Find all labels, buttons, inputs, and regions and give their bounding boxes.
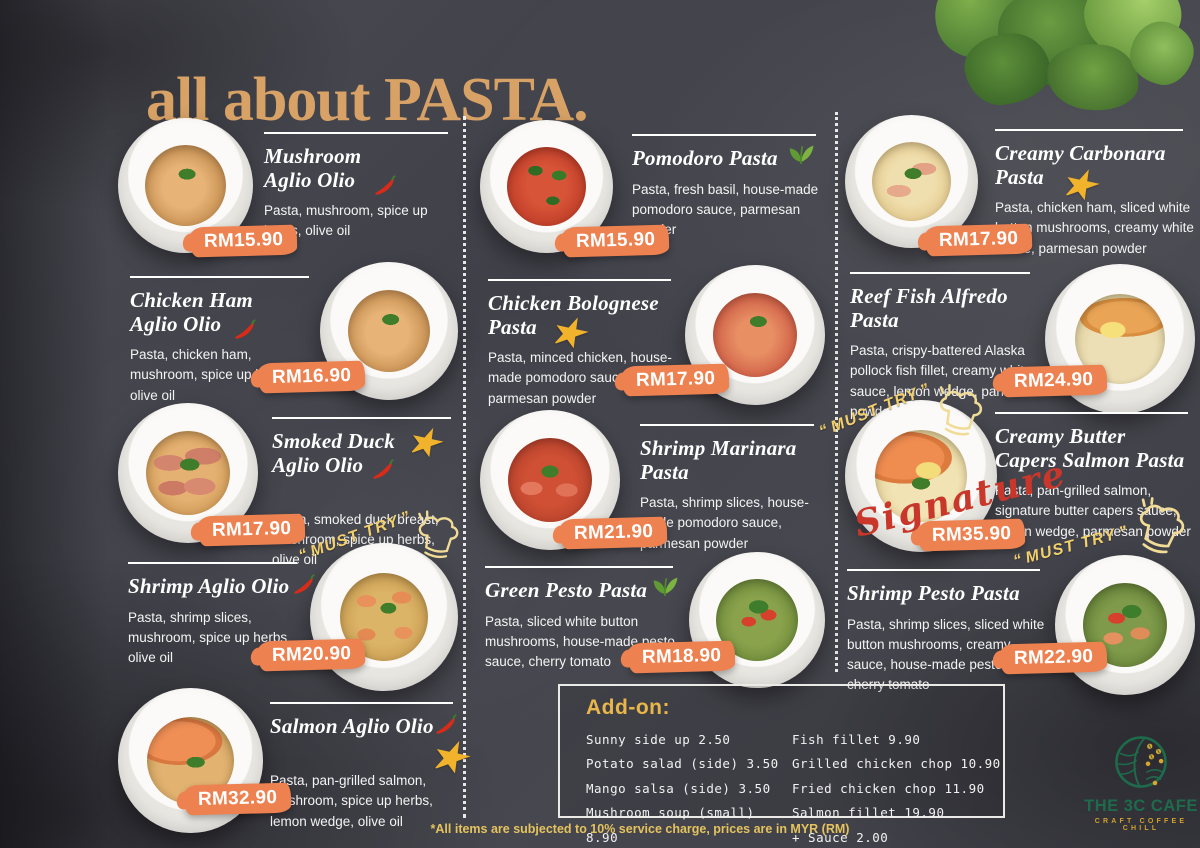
title-rule <box>130 276 309 278</box>
dish-description: Pasta, sliced white button mushrooms, ho… <box>485 613 675 670</box>
dish-photo <box>689 552 825 688</box>
title-rule <box>995 412 1188 414</box>
dish-name: Smoked Duck Aglio Olio ★ <box>272 419 462 501</box>
menu-item-chicken-bolognese-pasta: Chicken Bolognese Pasta ★ Pasta, minced … <box>480 265 825 415</box>
dish-name: Chicken Bolognese Pasta ★ <box>488 291 659 358</box>
menu-item-pomodoro-pasta: Pomodoro Pasta Pasta, fresh basil, house… <box>480 120 825 270</box>
column-divider-right <box>835 112 838 672</box>
cafe-logo-icon <box>1115 736 1167 788</box>
menu-item-creamy-carbonara-pasta: Creamy Carbonara Pasta ★ Pasta, chicken … <box>845 115 1195 265</box>
price-badge: RM17.90 <box>197 513 306 547</box>
addon-list-left: Sunny side up 2.50 Potato salad (side) 3… <box>586 728 792 848</box>
dish-name: Creamy Carbonara Pasta ★ <box>995 141 1166 210</box>
dish-name: Chicken Ham Aglio Olio <box>130 288 320 336</box>
title-rule <box>640 424 814 426</box>
addon-item: Mushroom soup (small) 8.90 <box>586 805 755 845</box>
column-divider-left <box>463 116 466 818</box>
title-rule <box>632 134 817 136</box>
menu-item-mushroom-aglio-olio: Mushroom Aglio Olio Pasta, mushroom, spi… <box>118 118 458 268</box>
price-badge: RM21.90 <box>559 516 668 550</box>
title-rule <box>264 132 449 134</box>
menu-item-green-pesto-pasta: Green Pesto Pasta Pasta, sliced white bu… <box>480 552 825 702</box>
addon-item: Fried chicken chop 11.90 <box>792 780 985 796</box>
dish-name: Creamy Butter Capers Salmon Pasta <box>995 424 1185 472</box>
dish-name: Green Pesto Pasta <box>485 579 685 603</box>
addon-list-right: Fish fillet 9.90 Grilled chicken chop 10… <box>792 728 1001 848</box>
dish-photo <box>480 410 620 550</box>
price-badge: RM17.90 <box>621 363 730 397</box>
dish-name: Mushroom Aglio Olio <box>264 144 460 192</box>
dish-name: Reef Fish Alfredo Pasta <box>850 284 1008 332</box>
addon-item: Grilled chicken chop 10.90 <box>792 756 1001 772</box>
title-rule <box>488 279 672 281</box>
title-rule <box>485 566 673 568</box>
chef-hat-icon <box>922 378 996 452</box>
dish-description: Pasta, chicken ham, sliced white button … <box>995 200 1194 256</box>
leaf-icon <box>786 137 816 167</box>
menu-item-shrimp-pesto-pasta: Shrimp Pesto Pasta Pasta, shrimp slices,… <box>845 555 1195 705</box>
price-badge: RM32.90 <box>183 782 292 816</box>
price-badge: RM22.90 <box>999 641 1108 675</box>
kale-garnish-photo <box>926 0 1200 122</box>
title-rule <box>270 702 454 704</box>
price-badge: RM18.90 <box>627 640 736 674</box>
price-badge: RM16.90 <box>257 360 366 394</box>
addon-item: Sunny side up 2.50 <box>586 732 731 747</box>
menu-item-shrimp-marinara-pasta: Shrimp Marinara Pasta Pasta, shrimp slic… <box>480 410 825 560</box>
dish-description: Pasta, minced chicken, house-made pomodo… <box>488 350 672 406</box>
addon-item: Potato salad (side) 3.50 <box>586 756 779 772</box>
addon-item: Mango salsa (side) 3.50 <box>586 780 771 796</box>
chili-icon <box>370 174 400 197</box>
cafe-logo-name: THE 3C CAFE <box>1084 797 1198 815</box>
dish-name: Shrimp Pesto Pasta <box>847 581 1020 605</box>
addon-item: Fish fillet 9.90 <box>792 732 921 747</box>
title-rule <box>128 562 298 564</box>
dish-description: Pasta, pan-grilled salmon, mushroom, spi… <box>270 773 433 829</box>
addon-item: Salmon fillet 19.90 <box>792 805 945 821</box>
dish-name: Shrimp Aglio Olio <box>128 574 308 599</box>
service-charge-note: *All items are subjected to 10% service … <box>430 822 850 836</box>
menu-item-chicken-ham-aglio-olio: Chicken Ham Aglio Olio Pasta, chicken ha… <box>118 262 458 412</box>
price-badge: RM15.90 <box>561 224 670 258</box>
addon-title: Add-on: <box>586 696 670 719</box>
dish-name: Salmon Aglio Olio ★ <box>270 714 471 783</box>
price-badge: RM17.90 <box>924 223 1033 257</box>
chef-hat-icon <box>403 505 470 572</box>
menu-item-shrimp-aglio-olio: Shrimp Aglio Olio Pasta, shrimp slices, … <box>118 543 458 698</box>
dish-description: Pasta, shrimp slices, house-made pomodor… <box>640 495 809 551</box>
star-icon: ★ <box>403 419 444 465</box>
menu-item-salmon-aglio-olio: Salmon Aglio Olio ★ Pasta, pan-grilled s… <box>118 688 470 838</box>
title-rule <box>847 569 1040 571</box>
dish-description: Pasta, shrimp slices, mushroom, spice up… <box>128 609 291 666</box>
chili-icon <box>230 318 260 341</box>
title-rule <box>850 272 1031 274</box>
dish-description: Pasta, fresh basil, house-made pomodoro … <box>632 181 819 238</box>
dish-name: Shrimp Marinara Pasta <box>640 436 797 484</box>
dish-photo <box>1055 555 1195 695</box>
price-badge: RM24.90 <box>999 364 1108 398</box>
title-rule <box>995 129 1183 131</box>
menu-item-reef-fish-alfredo-pasta: Reef Fish Alfredo Pasta Pasta, crispy-ba… <box>845 258 1195 419</box>
dish-name: Pomodoro Pasta <box>632 147 828 171</box>
menu-item-creamy-butter-capers-salmon-pasta: Creamy Butter Capers Salmon Pasta Pasta,… <box>845 398 1195 558</box>
leaf-icon <box>650 569 680 599</box>
price-badge: RM15.90 <box>189 224 298 258</box>
price-badge: RM20.90 <box>257 638 366 672</box>
addon-panel: Add-on: Sunny side up 2.50 Potato salad … <box>558 684 1005 845</box>
cafe-logo: THE 3C CAFE CRAFT COFFEE CHILL <box>1082 734 1200 832</box>
cafe-logo-tagline: CRAFT COFFEE CHILL <box>1094 818 1188 832</box>
title-rule <box>272 417 451 419</box>
chili-icon <box>368 458 398 481</box>
menu-item-smoked-duck-aglio-olio: Smoked Duck Aglio Olio ★ Pasta, smoked d… <box>118 403 458 567</box>
page-title: all about PASTA. <box>146 65 589 134</box>
addon-item: + Sauce 2.00 <box>792 829 889 845</box>
